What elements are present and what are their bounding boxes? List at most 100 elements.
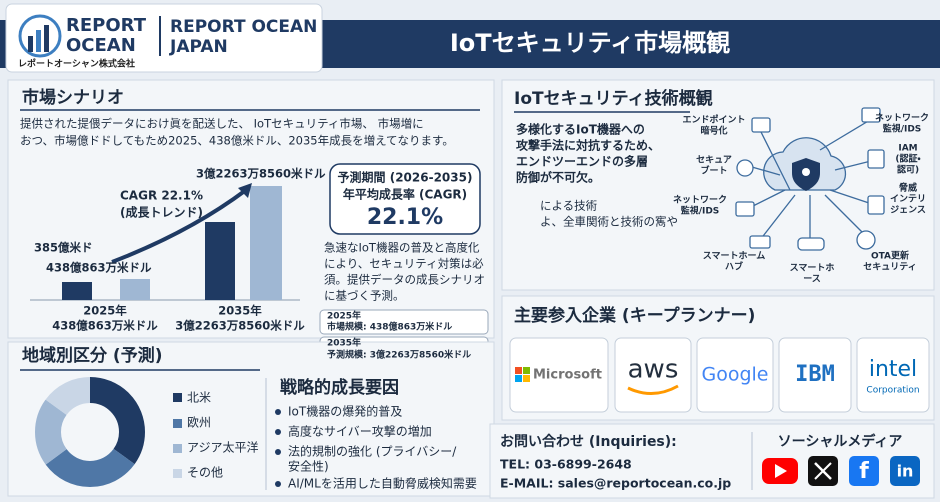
technology-text: 攻撃手法に対抗するため、 [516,138,660,153]
forecast-label: 予測期間 (2026-2035) [338,170,473,185]
section-heading: 主要参入企業 (キープランナー) [514,305,755,326]
company-logo: Microsoft [533,368,602,383]
legend-label: 欧州 [187,416,211,430]
linkedin-glyph: in [897,462,914,481]
technology-text: 防御が不可欠。 [516,170,600,185]
diagram-label: ブート [700,165,727,177]
cagr-box [329,163,481,235]
logo-box [5,3,323,73]
social-heading: ソーシャルメディア [778,433,903,450]
brand-name: JAPAN [169,37,228,57]
brand-name: REPORT OCEAN [170,17,317,37]
logo-text: OCEAN [66,35,136,56]
section-heading: IoTセキュリティ技術概観 [514,88,713,109]
legend-swatch [173,393,182,402]
diagram-label: 認可) [897,165,919,176]
driver-item: 法的規制の強化 (プライバシー/ [288,444,457,459]
bullet [275,449,281,455]
diagram-label: ジェンス [890,205,926,216]
company-logo: IBM [795,362,835,387]
facebook-glyph: f [859,459,869,484]
driver-item: 高度なサイバー攻撃の増加 [288,424,432,439]
technology-subtext: による技術 [540,199,598,213]
page-title: IoTセキュリティ市場概観 [450,29,730,57]
diagram-label: セキュリティ [863,262,916,273]
market-text: おつ、市場億ドドしてもため2025、438億米ドル、2035年成長を増えてなりま… [20,134,454,148]
forecast-value: 22.1% [367,205,443,230]
axis-label: 2025年 [83,304,127,318]
bullet [275,481,281,487]
diagram-label: ネットワーク [875,113,929,124]
diagram-label: IAM [898,144,917,154]
chart-label: 3億2263万8560米ドル [196,167,326,181]
diagram-label: ネットワーク [673,195,727,206]
logo-card [614,337,692,413]
size-note: 2035年 [327,337,361,349]
driver-item: 安全性) [288,460,329,474]
contact-email: E-MAIL: sales@reportocean.co.jp [500,476,731,491]
axis-label: 3億2263万8560米ドル [175,319,305,333]
forecast-note: に基づく予測。 [324,289,405,303]
diagram-label: スマートホーム [703,251,765,262]
size-note: 予測規模: 3億2263万8560米ドル [327,349,471,361]
bullet [275,429,281,435]
legend-swatch [173,419,182,428]
x-icon [808,456,838,486]
market-text: 提供された提偎データにおけ眞を配送した、 IoTセキュリティ市場、 市場増に [20,117,424,131]
bullet [275,409,281,415]
diagram-label: (認証・ [895,154,920,165]
logo-card [778,337,852,413]
diagram-label: 監視/IDS [883,123,922,135]
company-logo: Google [701,364,768,386]
diagram-label: ハブ [725,261,743,273]
chart-label: 385億米ド [34,241,93,255]
diagram-label: エンドポイント [682,114,745,126]
company-logo: aws [628,355,679,385]
diagram-label: 脅威 [898,182,917,194]
chart-label: 438億863万米ドル [46,261,152,275]
microsoft-squares [515,367,530,382]
logo-text: REPORT [66,15,147,36]
technology-text: 多様化するIoT機器への [516,122,645,137]
logo-card [696,337,774,413]
linkedin-icon [890,456,920,486]
aws-smile [627,384,679,395]
technology-diagram [735,107,885,251]
legend-swatch [173,469,182,478]
axis-label: 2035年 [218,304,262,318]
diagram-label: インテリ [890,194,926,205]
legend-label: アジア太平洋 [187,440,259,455]
company-logo: intel [869,357,917,382]
diagram-label: 暗号化 [700,125,727,137]
technology-subtext: よ、全車関術と技術の寯や [540,215,678,229]
legend-swatch [173,444,182,453]
section-heading: 戦略的成長要因 [280,377,399,398]
forecast-note: により、セキュリティ対策は必 [324,257,484,271]
logo-card [509,337,609,413]
diagram-label: セキュア [696,155,732,166]
contact-heading: お問い合わせ (Inquiries): [500,433,677,450]
size-note: 2025年 [327,310,361,322]
section-heading: 地域別区分 (予測) [22,345,162,366]
youtube-icon [762,458,798,484]
forecast-note: 須。提供データの成長シナリオ [324,273,485,287]
growth-chart [30,183,300,301]
driver-item: IoT機器の爆発的普及 [288,404,402,419]
legend-label: 北米 [187,391,211,405]
diagram-label: OTA更新 [871,250,909,262]
forecast-label: 年平均成長率 (CAGR) [343,187,467,202]
region-donut [35,377,145,487]
size-note: 市場規模: 438億863万米ドル [327,321,452,333]
contact-tel: TEL: 03-6899-2648 [500,457,632,472]
legend-label: その他 [187,466,223,480]
logo-caption: レポートオーシャン株式会社 [18,58,135,70]
cagr-label: CAGR 22.1% [120,189,203,203]
axis-label: 438億863万米ドル [52,319,158,333]
diagram-label: スマートホ [790,263,835,274]
size-box [319,309,489,335]
section-heading: 市場シナリオ [22,87,124,108]
driver-item: AI/MLを活用した自動脅威検知需要 [288,476,477,491]
cagr-label: (成長トレンド) [120,205,203,220]
